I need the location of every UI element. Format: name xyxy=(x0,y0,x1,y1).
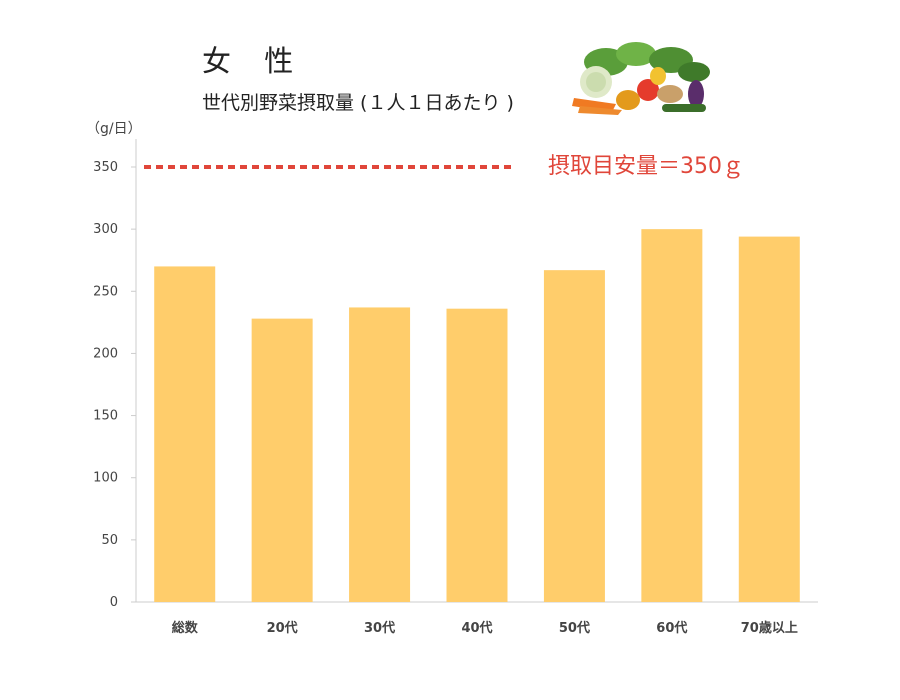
x-tick-label: 70歳以上 xyxy=(741,620,798,636)
y-tick-label: 150 xyxy=(93,409,118,424)
chart-title: 女 性 xyxy=(202,44,306,78)
bar xyxy=(641,229,703,602)
bar xyxy=(349,307,411,602)
y-tick-label: 100 xyxy=(93,471,118,486)
x-tick-label: 総数 xyxy=(172,620,199,636)
target-intake-label: 摂取目安量＝350ｇ xyxy=(548,154,744,179)
y-tick-label: 200 xyxy=(93,346,118,361)
y-tick-label: 0 xyxy=(110,595,118,610)
bar xyxy=(446,308,508,602)
y-tick-label: 250 xyxy=(93,284,118,299)
bar xyxy=(251,318,313,602)
y-tick-label: 350 xyxy=(93,160,118,175)
x-tick-label: 30代 xyxy=(364,620,395,636)
y-tick-label: 50 xyxy=(101,533,118,548)
y-axis-unit-label: （g/日） xyxy=(86,121,142,137)
x-tick-label: 20代 xyxy=(267,620,298,636)
y-tick-label: 300 xyxy=(93,222,118,237)
vegetables-icon xyxy=(572,42,710,115)
x-tick-label: 40代 xyxy=(461,620,492,636)
x-tick-label: 60代 xyxy=(656,620,687,636)
bar xyxy=(738,236,800,602)
chart-subtitle: 世代別野菜摂取量 (１人１日あたり ) xyxy=(202,92,514,114)
bar xyxy=(543,270,605,602)
x-tick-label: 50代 xyxy=(559,620,590,636)
bar xyxy=(154,266,216,602)
